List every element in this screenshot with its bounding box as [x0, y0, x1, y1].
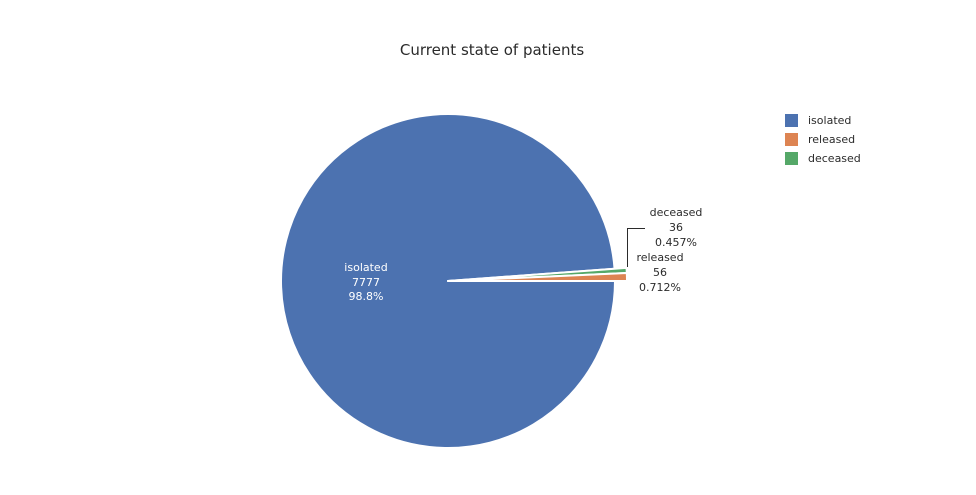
- legend-label-released: released: [808, 133, 856, 146]
- slice-released: [447, 272, 628, 282]
- legend-item-isolated: isolated: [785, 114, 861, 127]
- slice-label-released: released 56 0.712%: [636, 250, 683, 295]
- slice-label-deceased-percent: 0.457%: [655, 236, 697, 249]
- legend-item-released: released: [785, 133, 861, 146]
- slice-label-isolated-value: 7777: [351, 275, 380, 289]
- slice-label-released-percent: 0.712%: [639, 281, 681, 294]
- legend-swatch-isolated: [785, 114, 798, 127]
- slice-label-deceased-value: 36: [668, 221, 683, 234]
- slice-label-released-name: released: [636, 251, 684, 264]
- chart-title: Current state of patients: [399, 41, 585, 59]
- slice-label-deceased-name: deceased: [649, 206, 703, 219]
- legend-swatch-deceased: [785, 152, 798, 165]
- slice-label-isolated-percent: 98.8%: [348, 290, 384, 303]
- legend: isolated released deceased: [785, 114, 861, 171]
- legend-label-deceased: deceased: [808, 152, 861, 165]
- slice-label-deceased: deceased 36 0.457%: [650, 205, 703, 250]
- legend-item-deceased: deceased: [785, 152, 861, 165]
- deceased-leader-line: [627, 228, 645, 267]
- slice-label-isolated-name: isolated: [344, 261, 388, 274]
- legend-swatch-released: [785, 133, 798, 146]
- legend-label-isolated: isolated: [808, 114, 852, 127]
- slice-label-released-value: 56: [653, 266, 667, 279]
- slice-label-isolated: isolated 7777 98.8%: [344, 261, 387, 305]
